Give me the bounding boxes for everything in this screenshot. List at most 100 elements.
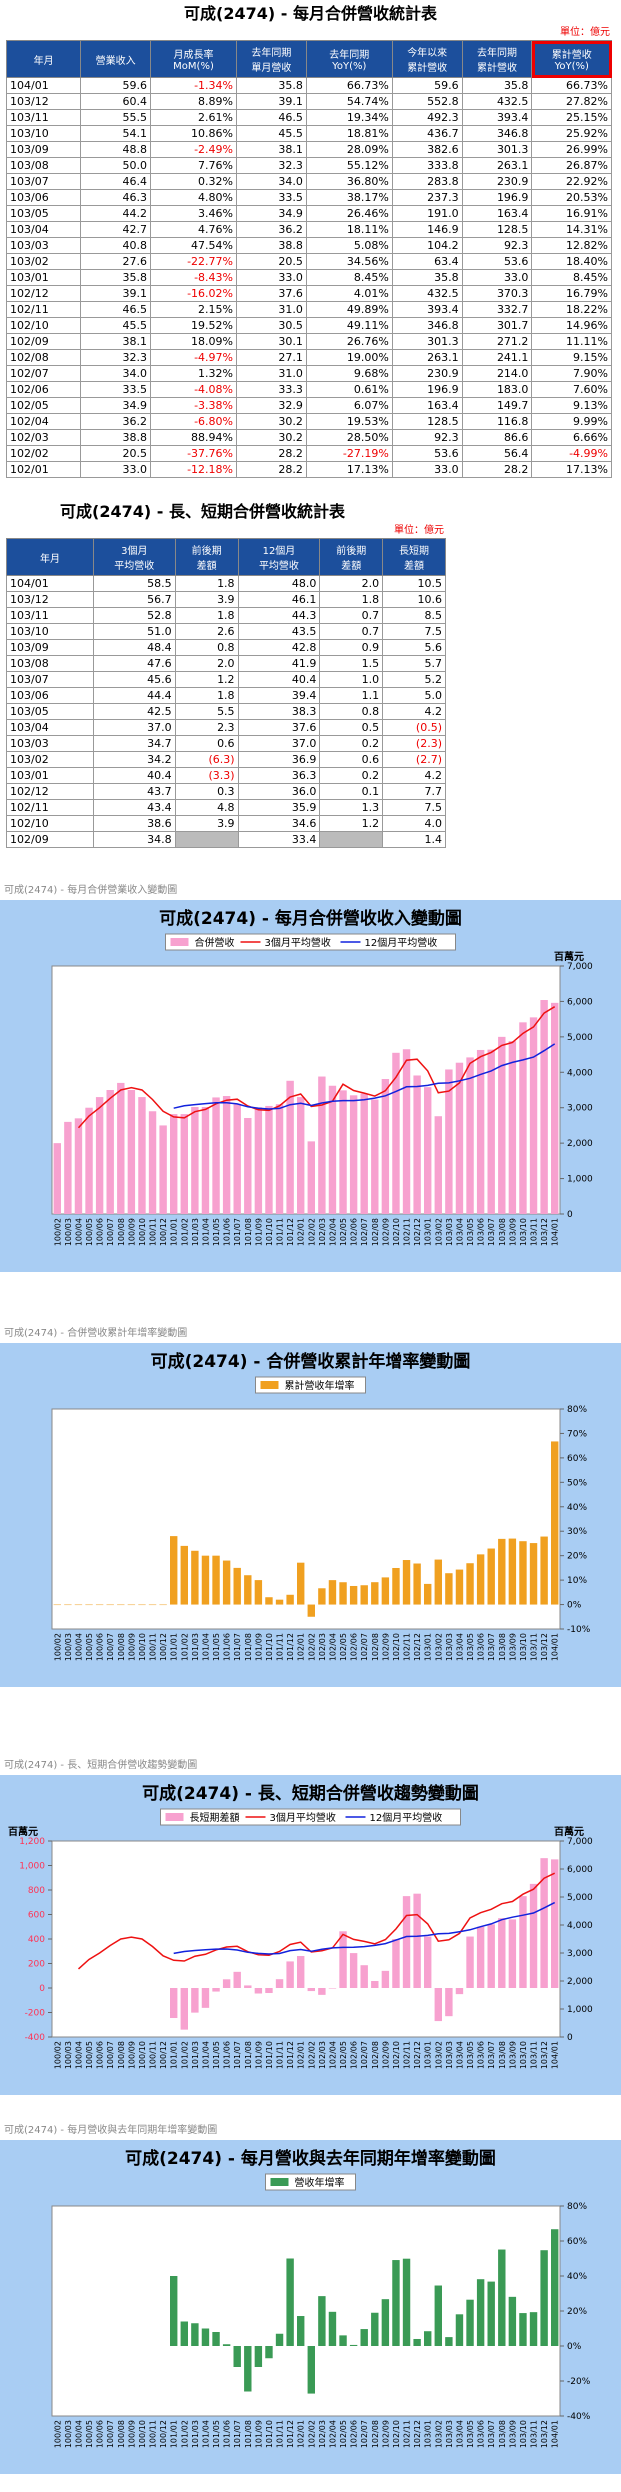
- cell: 1.8: [319, 591, 384, 608]
- bar: [53, 1143, 61, 1214]
- x-tick-label: 101/09: [254, 1633, 263, 1661]
- bar: [424, 1087, 432, 1214]
- x-tick-label: 101/09: [254, 2420, 263, 2448]
- bar: [371, 2312, 379, 2346]
- bar: [85, 1107, 93, 1214]
- cell: 183.0: [461, 381, 533, 398]
- bar: [360, 1965, 368, 1988]
- cell: 26.46%: [305, 205, 393, 222]
- chart-title: 可成(2474) - 長、短期合併營收趨勢變動圖: [142, 1783, 479, 1804]
- x-tick-label: 100/04: [74, 1218, 83, 1246]
- x-tick-label: 101/07: [233, 2041, 242, 2069]
- bar: [381, 1970, 390, 1988]
- y-tick-label: 2,000: [567, 1139, 593, 1149]
- cell: 163.4: [461, 205, 533, 222]
- x-tick-label: 101/12: [286, 2041, 295, 2069]
- x-tick-label: 102/10: [392, 2041, 401, 2069]
- bar: [244, 2346, 252, 2392]
- legend-label: 12個月平均營收: [370, 1811, 443, 1824]
- bar: [519, 2313, 527, 2346]
- cell: 37.6: [236, 285, 307, 302]
- row: 103/03 40.8 47.54% 38.8 5.08% 104.2 92.3 12.82%: [5, 237, 612, 254]
- x-tick-label: 102/09: [381, 2420, 390, 2448]
- bar: [540, 1536, 548, 1605]
- cell: 46.1: [237, 591, 321, 608]
- bar: [476, 1554, 485, 1605]
- x-tick-label: 104/01: [551, 2420, 560, 2448]
- cell: 346.8: [391, 317, 463, 334]
- table: 年月 營業收入 月成長率 MoM(%) 去年同期 單月營收 去年同期 YoY(%) 今年以…: [5, 40, 612, 478]
- line: [77, 1872, 556, 1970]
- x-tick-label: 101/06: [223, 2041, 232, 2069]
- x-tick-label: 100/07: [106, 1633, 115, 1661]
- cell: 34.8: [92, 831, 176, 848]
- cell: 301.3: [461, 141, 533, 158]
- bar: [85, 1604, 93, 1606]
- bar: [201, 1107, 210, 1214]
- cell: 10.6: [382, 591, 446, 608]
- row: 102/12 43.7 0.3 36.0 0.1 7.7: [6, 783, 446, 800]
- bar: [138, 1097, 146, 1214]
- bar: [434, 1988, 442, 2022]
- x-tick-label: 103/02: [434, 1633, 443, 1661]
- bar: [117, 1082, 125, 1214]
- bar: [455, 1062, 464, 1214]
- cell: 53.6: [391, 445, 463, 462]
- cell: 7.76%: [150, 157, 237, 174]
- bar: [551, 1441, 559, 1605]
- y-tick-label: 7,000: [567, 962, 593, 972]
- cell: 0.32%: [150, 173, 237, 190]
- cell: 8.89%: [150, 93, 237, 110]
- cell: 38.3: [237, 703, 321, 720]
- bar: [508, 1919, 517, 1988]
- x-tick-label: 103/06: [477, 1633, 486, 1661]
- x-tick-label: 102/07: [360, 1633, 369, 1661]
- legend-label: 3個月平均營收: [265, 936, 331, 949]
- bar: [117, 1604, 125, 1606]
- cell: 31.0: [236, 301, 307, 318]
- cell: 92.3: [461, 237, 533, 254]
- x-tick-label: 101/04: [201, 1218, 210, 1246]
- chart-caption: 可成(2474) - 合併營收累計年增率變動圖: [4, 1328, 188, 1339]
- bar: [233, 1971, 241, 1988]
- x-tick-label: 100/09: [127, 1633, 136, 1661]
- bar: [498, 1036, 506, 1214]
- cell: 26.99%: [531, 141, 612, 158]
- x-tick-label: 103/07: [487, 2041, 496, 2069]
- cell: 33.0: [80, 461, 152, 478]
- y-tick-label: 600: [28, 1911, 45, 1921]
- bar: [201, 1555, 210, 1605]
- bar: [95, 1097, 104, 1214]
- x-tick-label: 100/11: [149, 1633, 158, 1661]
- cell: 44.2: [80, 205, 152, 222]
- x-tick-label: 103/05: [466, 2041, 475, 2069]
- x-tick-label: 103/12: [540, 2041, 549, 2069]
- row: 102/01 33.0 -12.18% 28.2 17.13% 33.0 28.2 17.13…: [5, 461, 612, 478]
- row: 103/09 48.4 0.8 42.8 0.9 5.6: [6, 639, 446, 656]
- x-tick-label: 100/12: [159, 1218, 168, 1246]
- cell: 30.2: [236, 429, 307, 446]
- cell: 8.45%: [305, 269, 393, 286]
- cell: 103/12: [6, 591, 94, 608]
- cell: 230.9: [461, 173, 533, 190]
- cell: 55.5: [80, 109, 152, 126]
- bar: [392, 1052, 400, 1214]
- bar: [498, 2249, 506, 2346]
- cell: 39.4: [237, 687, 321, 704]
- cell: -2.49%: [150, 141, 237, 158]
- y-tick-label: 40%: [567, 2272, 587, 2282]
- x-tick-label: 102/01: [297, 2420, 306, 2448]
- cell: 102/03: [5, 429, 82, 446]
- cell: 3.9: [174, 591, 239, 608]
- cell: 5.6: [382, 639, 446, 656]
- cell: 42.5: [92, 703, 176, 720]
- y-tick-label: 4,000: [567, 1068, 593, 1078]
- cell: -16.02%: [150, 285, 237, 302]
- x-tick-label: 101/10: [265, 2420, 274, 2448]
- cell: 102/08: [5, 349, 82, 366]
- bar: [307, 2346, 315, 2394]
- cell: 4.8: [174, 799, 239, 816]
- x-tick-label: 101/08: [244, 1633, 253, 1661]
- x-tick-label: 101/08: [244, 2041, 253, 2069]
